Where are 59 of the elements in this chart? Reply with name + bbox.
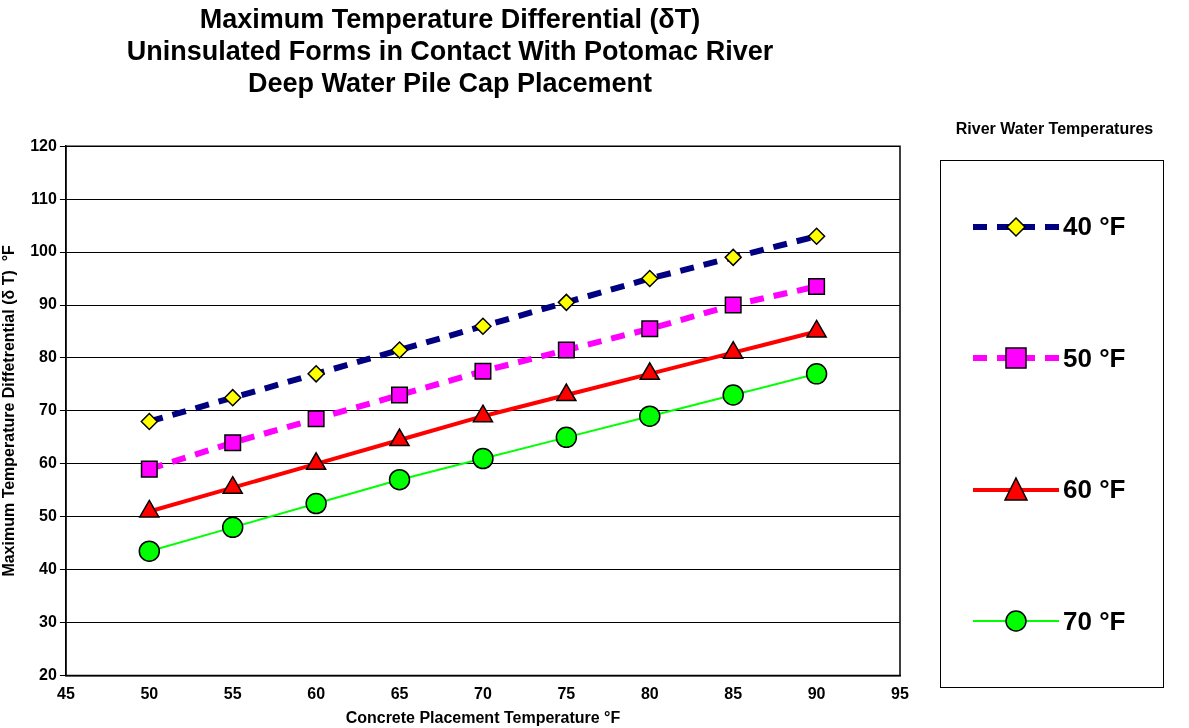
text: Uninsulated Forms in Contact With Potomac River (126, 36, 774, 67)
legend-label: 50 °F (1063, 342, 1126, 374)
point (641, 269, 659, 288)
point (557, 293, 576, 312)
point (138, 540, 161, 562)
x-tick-label: 60 (307, 684, 326, 702)
y-axis-title: Maximum Temperature Diffetrential (δ T) °F (0, 244, 18, 577)
y-tick-label: 60 (39, 454, 57, 472)
x-tick-label: 95 (891, 684, 909, 702)
y-tick-label: 50 (39, 507, 57, 525)
legend-label: 60 °F (1063, 474, 1126, 506)
point (724, 248, 742, 267)
legend-label: 70 °F (1063, 605, 1126, 637)
y-tick-label: 80 (39, 348, 57, 366)
x-tick-label: 80 (640, 684, 659, 702)
point (557, 341, 575, 359)
x-tick-label: 85 (724, 684, 743, 702)
y-tick-label: 100 (30, 242, 57, 260)
point (639, 405, 661, 427)
text: Maximum Temperature Differential (δT) (199, 3, 701, 34)
x-tick-label: 45 (57, 684, 75, 702)
point (305, 492, 327, 515)
point (724, 296, 742, 314)
point (140, 412, 159, 431)
legend-label: 40 °F (1063, 211, 1126, 243)
point (474, 317, 492, 335)
x-tick-label: 90 (807, 684, 826, 702)
point (474, 362, 492, 380)
x-tick-label: 70 (474, 684, 492, 702)
point (807, 227, 826, 245)
y-tick-label: 20 (39, 666, 57, 684)
point (307, 410, 325, 428)
point (140, 460, 158, 478)
point (224, 434, 242, 452)
text: Deep Water Pile Cap Placement (247, 68, 653, 99)
point (390, 341, 409, 359)
y-tick-label: 40 (39, 560, 57, 578)
x-tick-label: 50 (140, 684, 159, 702)
point (808, 277, 826, 296)
x-tick-label: 55 (223, 684, 242, 702)
x-axis-title: Concrete Placement Temperature °F (345, 708, 621, 726)
x-tick-label: 65 (390, 684, 409, 702)
point (221, 516, 244, 539)
y-tick-label: 90 (39, 295, 57, 313)
point (722, 384, 744, 406)
point (388, 468, 411, 491)
y-tick-label: 110 (31, 189, 57, 207)
y-tick-label: 120 (30, 136, 57, 154)
point (805, 363, 828, 385)
y-tick-label: 30 (39, 613, 57, 631)
x-tick-label: 75 (557, 684, 576, 702)
point (391, 386, 409, 404)
point (223, 388, 242, 407)
y-tick-label: 70 (39, 401, 57, 419)
point (555, 426, 578, 449)
point (472, 447, 494, 470)
point (307, 365, 325, 383)
point (641, 320, 659, 338)
legend-title: River Water Temperatures (954, 120, 1155, 138)
